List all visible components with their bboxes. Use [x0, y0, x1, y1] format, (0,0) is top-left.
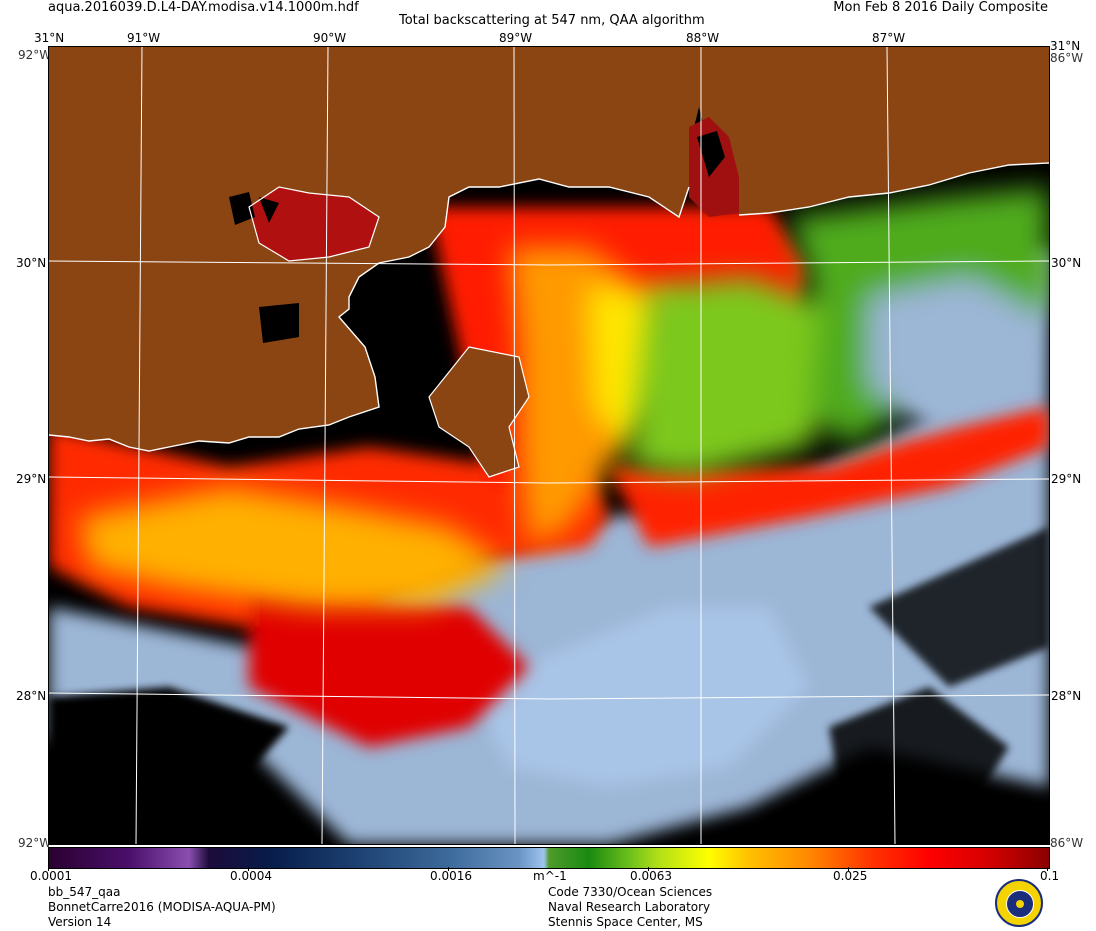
cloud-gaps [49, 527, 1049, 844]
product-name: bb_547_qaa [48, 885, 121, 899]
lake-outline [248, 186, 380, 262]
colorbar-label: 0.0004 [230, 869, 272, 883]
seal-emblem [1016, 900, 1024, 908]
corner-lon-bottom-right: 86°W [1050, 836, 1084, 850]
inland-lake [229, 192, 255, 225]
lon-label-88w: 88°W [686, 31, 720, 45]
map-title: Total backscattering at 547 nm, QAA algo… [399, 13, 705, 28]
lon-label-89w: 89°W [499, 31, 533, 45]
lon-label-90w: 90°W [313, 31, 347, 45]
colorbar-tick [248, 867, 249, 871]
colorbar-label-min: 0.0001 [30, 869, 72, 883]
lat-label-30n-right: 30°N [1051, 256, 1082, 270]
lat-label-30n-left: 30°N [16, 256, 47, 270]
colorbar-label: 0.0016 [430, 869, 472, 883]
map-image [49, 47, 1049, 844]
corner-lon-top-left: 92°W [18, 48, 52, 62]
nrl-seal-icon [995, 879, 1043, 927]
corner-lon-top-right: 86°W [1050, 51, 1084, 65]
file-name: aqua.2016039.D.L4-DAY.modisa.v14.1000m.h… [48, 0, 359, 15]
org-line-2: Naval Research Laboratory [548, 900, 711, 914]
colorbar-tick [1047, 867, 1048, 871]
lake-pontchartrain [249, 187, 379, 261]
coastline [49, 162, 1049, 452]
lat-label-28n-left: 28°N [16, 689, 47, 703]
date-label: Mon Feb 8 2016 Daily Composite [833, 0, 1048, 15]
colorbar-label: 0.025 [833, 869, 868, 883]
org-line-3: Stennis Space Center, MS [548, 915, 703, 929]
land-mass [49, 47, 1049, 451]
corner-lat-top-left: 31°N [34, 31, 65, 45]
lat-label-29n-left: 29°N [16, 472, 47, 486]
colorbar-tick [848, 867, 849, 871]
corner-lat-top-right: 31°N [1050, 39, 1081, 53]
colorbar-tick [448, 867, 449, 871]
colorbar-units: m^-1 [533, 869, 567, 883]
chlorophyll-green [629, 187, 1049, 477]
colorbar-tick [648, 867, 649, 871]
inland-lake [259, 303, 299, 343]
seal-center [1006, 890, 1034, 918]
mississippi-delta [428, 346, 530, 478]
event-name: BonnetCarre2016 (MODISA-AQUA-PM) [48, 900, 276, 914]
org-line-1: Code 7330/Ocean Sciences [548, 885, 713, 899]
graticule [49, 47, 1049, 844]
satellite-map [48, 46, 1050, 845]
colorbar [48, 847, 1050, 869]
bay-gap [697, 131, 725, 177]
lake-gap [259, 197, 279, 223]
corner-lon-bottom-left: 92°W [18, 836, 52, 850]
version-label: Version 14 [48, 915, 112, 929]
lon-label-91w: 91°W [127, 31, 161, 45]
colorbar-tick [48, 867, 49, 871]
lat-label-29n-right: 29°N [1051, 472, 1082, 486]
colorbar-label-max: 0.1 [1040, 869, 1060, 883]
lon-label-87w: 87°W [872, 31, 906, 45]
colorbar-label: 0.0063 [630, 869, 672, 883]
lat-label-28n-right: 28°N [1051, 689, 1082, 703]
